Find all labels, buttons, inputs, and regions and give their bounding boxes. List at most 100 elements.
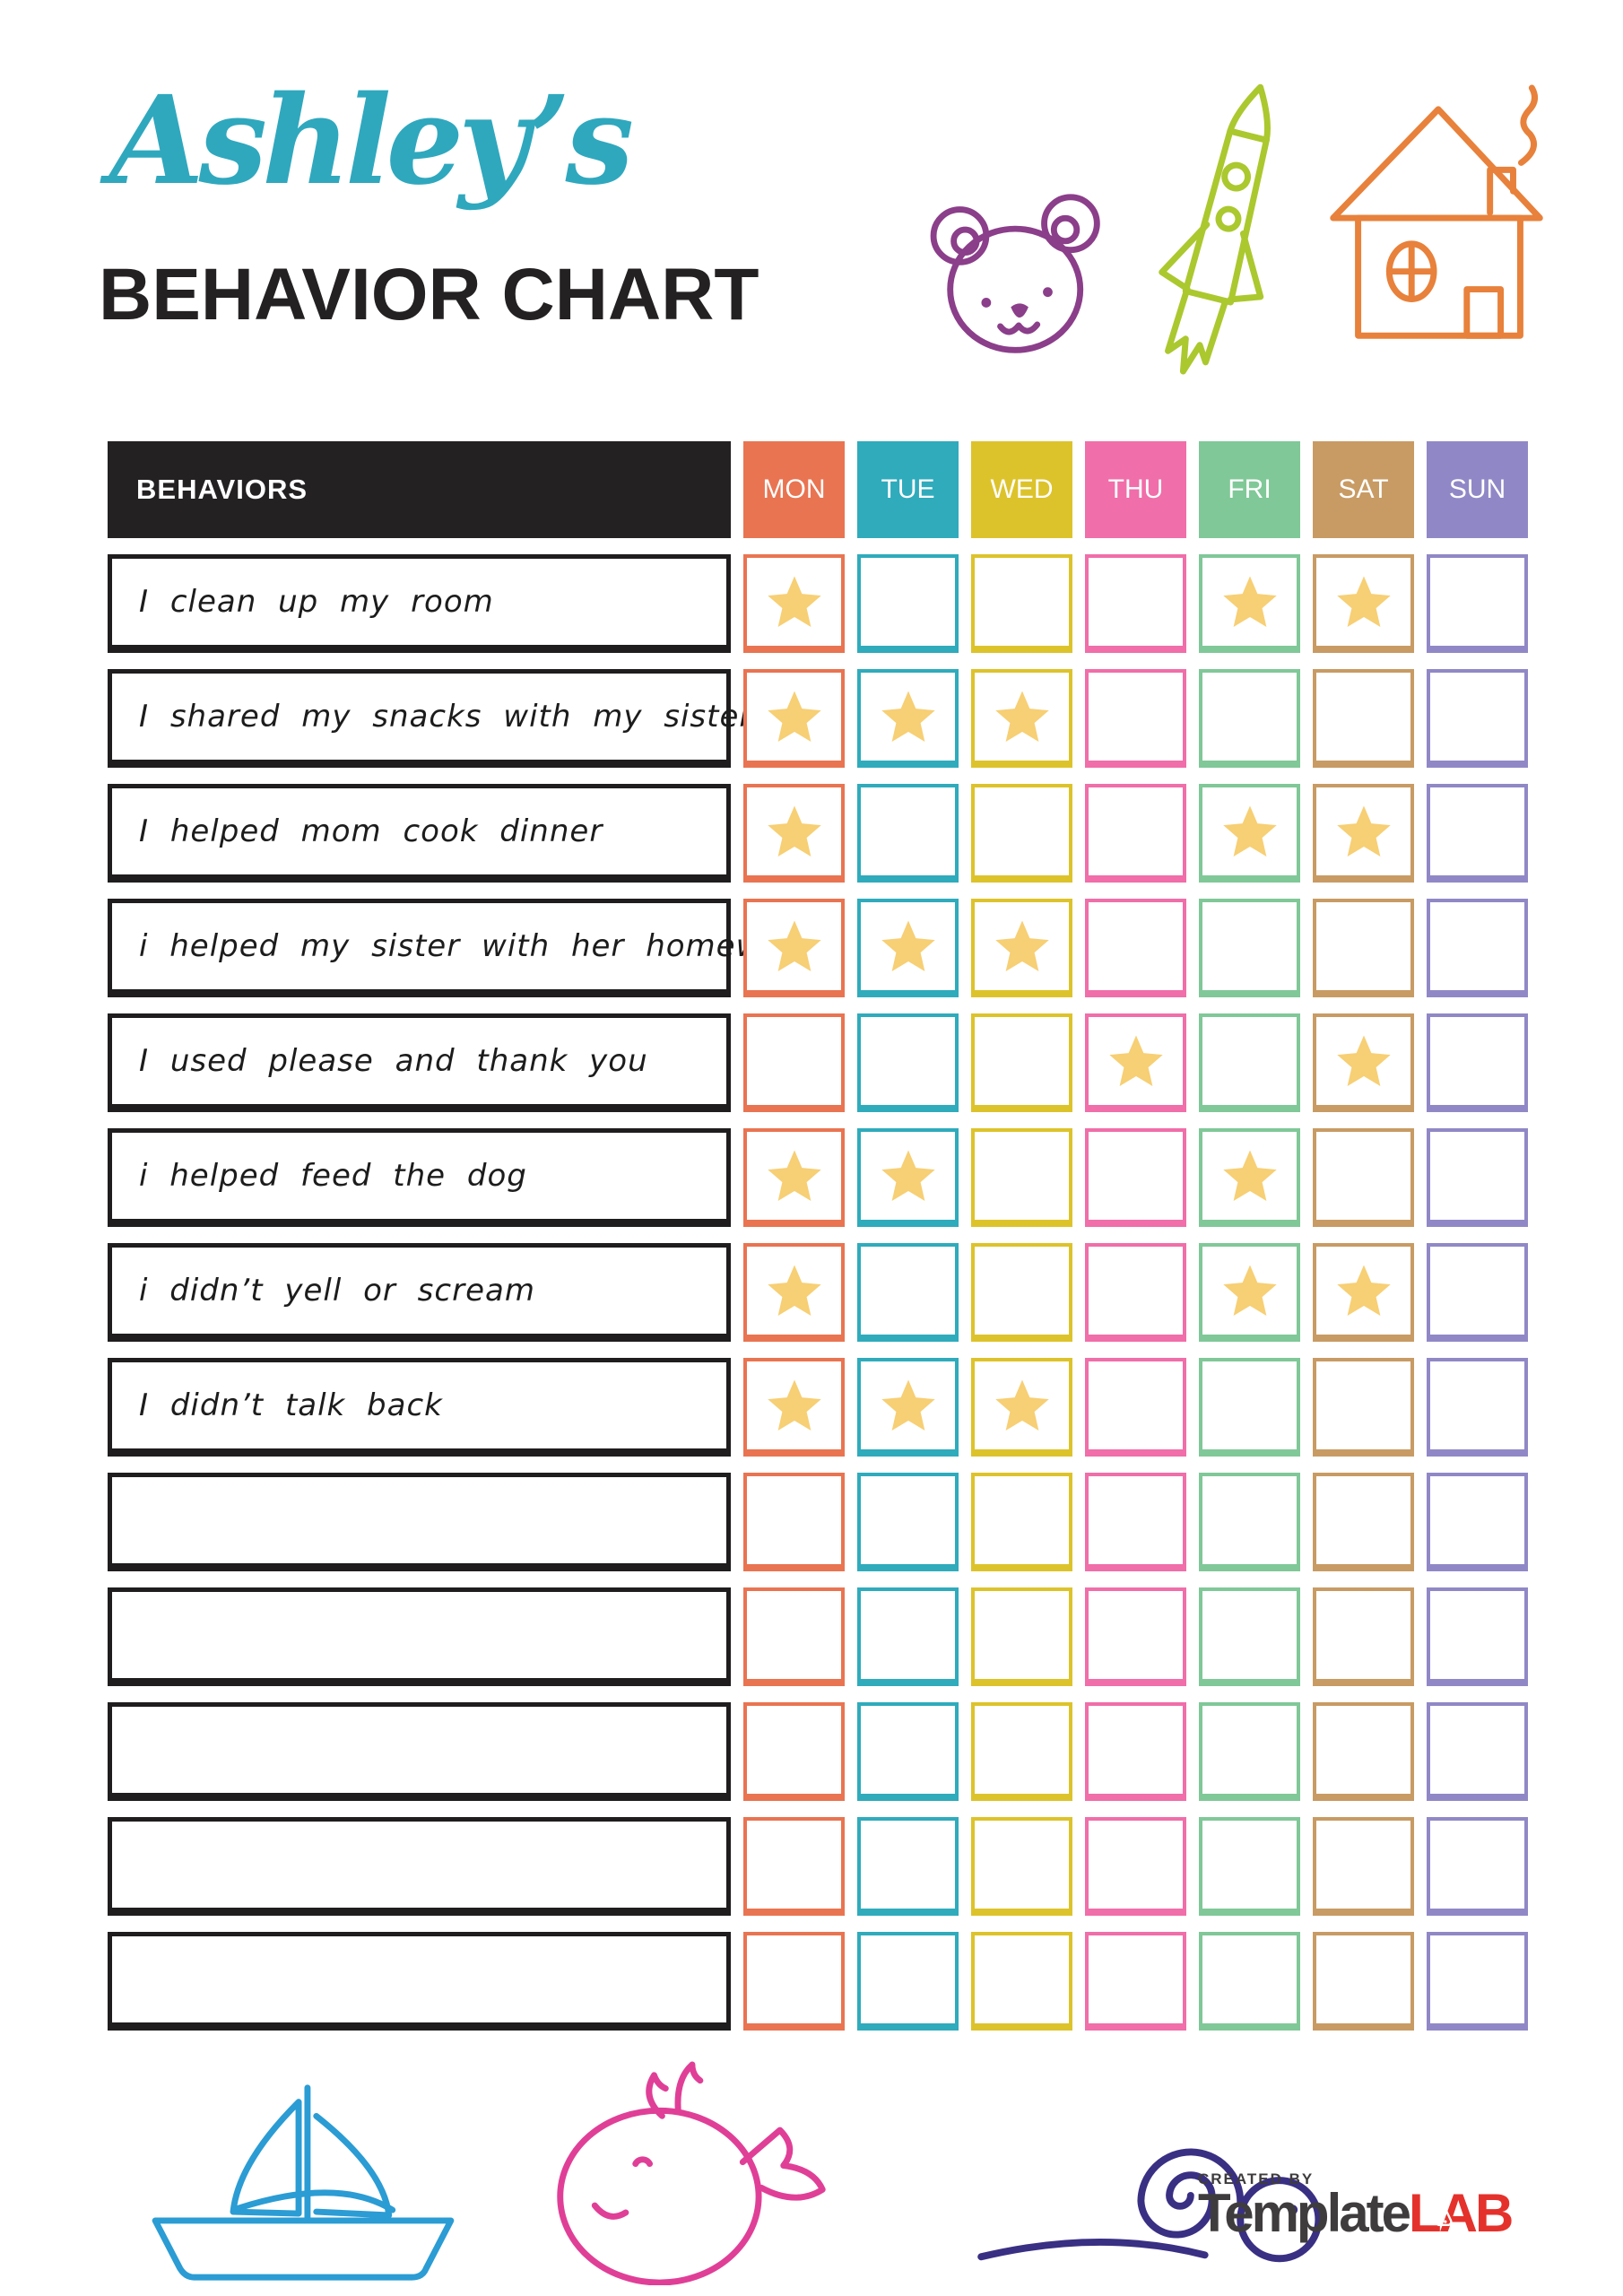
day-cell-sun[interactable] (1427, 1013, 1528, 1112)
day-cell-thu[interactable] (1085, 1702, 1186, 1801)
day-cell-sun[interactable] (1427, 1702, 1528, 1801)
day-cell-sat[interactable] (1313, 1473, 1414, 1571)
day-cell-mon[interactable] (743, 1473, 845, 1571)
day-cell-fri[interactable] (1199, 1817, 1300, 1916)
day-cell-mon[interactable] (743, 1128, 845, 1227)
day-cell-mon[interactable] (743, 1358, 845, 1457)
day-cell-wed[interactable] (971, 784, 1072, 883)
day-cell-thu[interactable] (1085, 669, 1186, 768)
day-cell-sat[interactable] (1313, 784, 1414, 883)
day-cell-tue[interactable] (857, 1702, 959, 1801)
day-cell-tue[interactable] (857, 1128, 959, 1227)
day-cell-sun[interactable] (1427, 554, 1528, 653)
day-cell-mon[interactable] (743, 1702, 845, 1801)
day-cell-fri[interactable] (1199, 1473, 1300, 1571)
day-cell-fri[interactable] (1199, 899, 1300, 997)
day-cell-thu[interactable] (1085, 1587, 1186, 1686)
day-cell-tue[interactable] (857, 1013, 959, 1112)
day-cell-fri[interactable] (1199, 1932, 1300, 2031)
day-cell-wed[interactable] (971, 1702, 1072, 1801)
behavior-cell[interactable]: i helped feed the dog (108, 1128, 731, 1227)
behavior-cell[interactable] (108, 1817, 731, 1916)
day-cell-sat[interactable] (1313, 669, 1414, 768)
day-cell-sat[interactable] (1313, 1932, 1414, 2031)
day-cell-thu[interactable] (1085, 1473, 1186, 1571)
day-cell-sun[interactable] (1427, 1358, 1528, 1457)
day-cell-tue[interactable] (857, 669, 959, 768)
day-cell-wed[interactable] (971, 1473, 1072, 1571)
day-cell-tue[interactable] (857, 1358, 959, 1457)
day-cell-sun[interactable] (1427, 669, 1528, 768)
day-cell-wed[interactable] (971, 1358, 1072, 1457)
day-cell-wed[interactable] (971, 1013, 1072, 1112)
day-cell-fri[interactable] (1199, 1013, 1300, 1112)
day-cell-tue[interactable] (857, 1473, 959, 1571)
day-cell-sat[interactable] (1313, 899, 1414, 997)
day-cell-thu[interactable] (1085, 1358, 1186, 1457)
behavior-cell[interactable]: I used please and thank you (108, 1013, 731, 1112)
day-cell-sat[interactable] (1313, 1702, 1414, 1801)
day-cell-sat[interactable] (1313, 1358, 1414, 1457)
day-cell-wed[interactable] (971, 1817, 1072, 1916)
behavior-cell[interactable]: I shared my snacks with my sister (108, 669, 751, 768)
day-cell-sat[interactable] (1313, 1128, 1414, 1227)
day-cell-wed[interactable] (971, 899, 1072, 997)
behavior-cell[interactable] (108, 1702, 731, 1801)
day-cell-tue[interactable] (857, 554, 959, 653)
day-cell-sat[interactable] (1313, 1243, 1414, 1342)
day-cell-thu[interactable] (1085, 1128, 1186, 1227)
day-cell-sun[interactable] (1427, 1932, 1528, 2031)
day-cell-wed[interactable] (971, 1243, 1072, 1342)
day-cell-sat[interactable] (1313, 1013, 1414, 1112)
day-cell-mon[interactable] (743, 669, 845, 768)
day-cell-fri[interactable] (1199, 1243, 1300, 1342)
day-cell-fri[interactable] (1199, 1587, 1300, 1686)
day-cell-fri[interactable] (1199, 1702, 1300, 1801)
day-cell-wed[interactable] (971, 669, 1072, 768)
day-cell-tue[interactable] (857, 1587, 959, 1686)
day-cell-mon[interactable] (743, 1817, 845, 1916)
day-cell-sat[interactable] (1313, 1817, 1414, 1916)
day-cell-tue[interactable] (857, 899, 959, 997)
day-cell-mon[interactable] (743, 1013, 845, 1112)
day-cell-sun[interactable] (1427, 899, 1528, 997)
day-cell-thu[interactable] (1085, 1013, 1186, 1112)
day-cell-mon[interactable] (743, 1243, 845, 1342)
behavior-cell[interactable]: i helped my sister with her homework (108, 899, 812, 997)
day-cell-sun[interactable] (1427, 1128, 1528, 1227)
behavior-cell[interactable] (108, 1932, 731, 2031)
day-cell-wed[interactable] (971, 1128, 1072, 1227)
behavior-cell[interactable]: I helped mom cook dinner (108, 784, 731, 883)
behavior-cell[interactable]: I clean up my room (108, 554, 731, 653)
day-cell-mon[interactable] (743, 784, 845, 883)
day-cell-fri[interactable] (1199, 554, 1300, 653)
day-cell-thu[interactable] (1085, 784, 1186, 883)
day-cell-fri[interactable] (1199, 1128, 1300, 1227)
behavior-cell[interactable] (108, 1587, 731, 1686)
day-cell-thu[interactable] (1085, 1932, 1186, 2031)
day-cell-mon[interactable] (743, 554, 845, 653)
day-cell-wed[interactable] (971, 1932, 1072, 2031)
day-cell-sun[interactable] (1427, 784, 1528, 883)
day-cell-sun[interactable] (1427, 1817, 1528, 1916)
day-cell-sun[interactable] (1427, 1243, 1528, 1342)
behavior-cell[interactable]: I didn’t talk back (108, 1358, 731, 1457)
day-cell-tue[interactable] (857, 1817, 959, 1916)
day-cell-thu[interactable] (1085, 1243, 1186, 1342)
day-cell-tue[interactable] (857, 784, 959, 883)
day-cell-tue[interactable] (857, 1243, 959, 1342)
behavior-cell[interactable] (108, 1473, 731, 1571)
day-cell-wed[interactable] (971, 1587, 1072, 1686)
behavior-cell[interactable]: i didn’t yell or scream (108, 1243, 731, 1342)
day-cell-mon[interactable] (743, 899, 845, 997)
day-cell-thu[interactable] (1085, 1817, 1186, 1916)
day-cell-fri[interactable] (1199, 784, 1300, 883)
day-cell-fri[interactable] (1199, 1358, 1300, 1457)
day-cell-mon[interactable] (743, 1587, 845, 1686)
day-cell-wed[interactable] (971, 554, 1072, 653)
day-cell-tue[interactable] (857, 1932, 959, 2031)
day-cell-sun[interactable] (1427, 1473, 1528, 1571)
day-cell-fri[interactable] (1199, 669, 1300, 768)
day-cell-sat[interactable] (1313, 1587, 1414, 1686)
day-cell-sat[interactable] (1313, 554, 1414, 653)
